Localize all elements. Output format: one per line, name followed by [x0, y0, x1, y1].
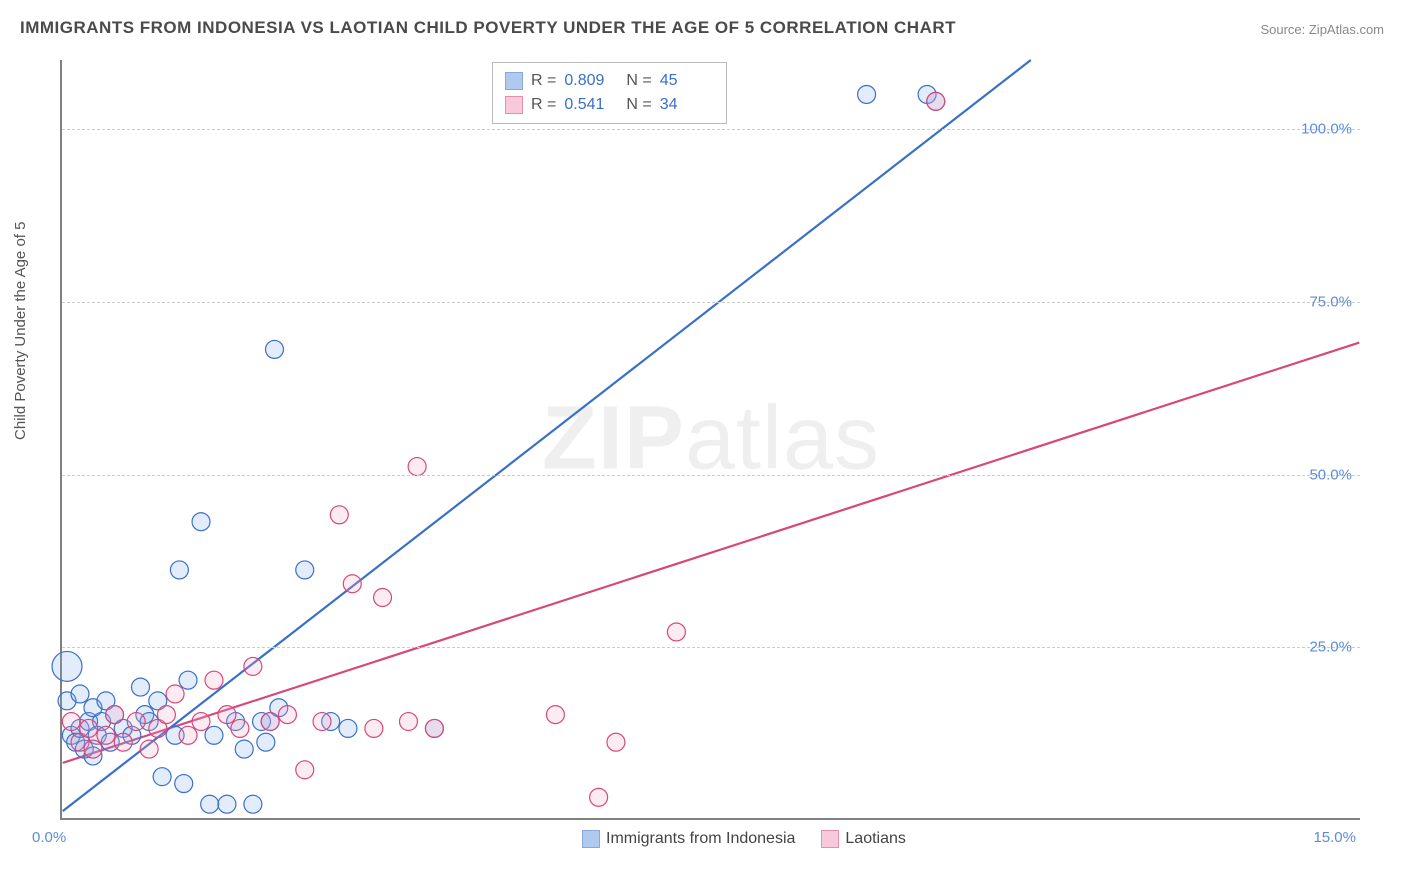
- point-indonesia: [205, 726, 223, 744]
- y-tick-label: 50.0%: [1309, 466, 1352, 483]
- point-indonesia: [266, 340, 284, 358]
- swatch-laotians-icon: [505, 96, 523, 114]
- r-value-2: 0.541: [564, 93, 618, 117]
- point-indonesia: [296, 561, 314, 579]
- point-indonesia: [179, 671, 197, 689]
- n-value-2: 34: [660, 93, 714, 117]
- point-laotians: [590, 788, 608, 806]
- legend-bottom: Immigrants from Indonesia Laotians: [582, 830, 906, 848]
- point-laotians: [278, 706, 296, 724]
- point-indonesia: [153, 768, 171, 786]
- point-laotians: [667, 623, 685, 641]
- legend-item-laotians: Laotians: [821, 830, 906, 848]
- legend-item-indonesia: Immigrants from Indonesia: [582, 830, 795, 848]
- point-laotians: [218, 706, 236, 724]
- point-indonesia: [218, 795, 236, 813]
- point-laotians: [157, 706, 175, 724]
- point-laotians: [205, 671, 223, 689]
- x-tick-max: 15.0%: [1313, 829, 1356, 846]
- correlation-box: R = 0.809 N = 45 R = 0.541 N = 34: [492, 62, 727, 124]
- point-laotians: [343, 575, 361, 593]
- swatch-indonesia-icon: [505, 72, 523, 90]
- n-label-2: N =: [626, 93, 651, 117]
- point-laotians: [607, 733, 625, 751]
- point-indonesia: [858, 85, 876, 103]
- point-laotians: [231, 719, 249, 737]
- point-laotians: [179, 726, 197, 744]
- point-laotians: [97, 726, 115, 744]
- legend-label-indonesia: Immigrants from Indonesia: [606, 830, 795, 848]
- point-laotians: [365, 719, 383, 737]
- point-laotians: [192, 713, 210, 731]
- gridline: [62, 475, 1360, 476]
- x-tick-min: 0.0%: [32, 829, 66, 846]
- chart-container: IMMIGRANTS FROM INDONESIA VS LAOTIAN CHI…: [0, 0, 1406, 892]
- gridline: [62, 302, 1360, 303]
- point-laotians: [80, 719, 98, 737]
- point-laotians: [140, 740, 158, 758]
- point-indonesia: [52, 651, 82, 681]
- svg-layer: [62, 60, 1360, 818]
- y-tick-label: 25.0%: [1309, 639, 1352, 656]
- point-laotians: [546, 706, 564, 724]
- r-value-1: 0.809: [564, 69, 618, 93]
- legend-label-laotians: Laotians: [845, 830, 906, 848]
- point-laotians: [374, 589, 392, 607]
- legend-swatch-laotians-icon: [821, 830, 839, 848]
- point-laotians: [106, 706, 124, 724]
- n-value-1: 45: [660, 69, 714, 93]
- source-label: Source: ZipAtlas.com: [1260, 22, 1384, 37]
- r-label-2: R =: [531, 93, 556, 117]
- point-laotians: [296, 761, 314, 779]
- point-laotians: [425, 719, 443, 737]
- correlation-row-1: R = 0.809 N = 45: [505, 69, 714, 93]
- regression-line-indonesia: [63, 60, 1031, 811]
- point-indonesia: [192, 513, 210, 531]
- point-laotians: [330, 506, 348, 524]
- point-indonesia: [201, 795, 219, 813]
- point-indonesia: [235, 740, 253, 758]
- n-label-1: N =: [626, 69, 651, 93]
- point-indonesia: [339, 719, 357, 737]
- point-laotians: [84, 740, 102, 758]
- y-tick-label: 100.0%: [1301, 121, 1352, 138]
- y-tick-label: 75.0%: [1309, 293, 1352, 310]
- legend-swatch-indonesia-icon: [582, 830, 600, 848]
- regression-line-laotians: [63, 343, 1360, 763]
- point-indonesia: [71, 685, 89, 703]
- point-laotians: [927, 92, 945, 110]
- chart-title: IMMIGRANTS FROM INDONESIA VS LAOTIAN CHI…: [20, 18, 956, 38]
- point-laotians: [166, 685, 184, 703]
- point-indonesia: [244, 795, 262, 813]
- plot-area: ZIPatlas R = 0.809 N = 45 R = 0.541 N = …: [60, 60, 1360, 820]
- point-laotians: [261, 713, 279, 731]
- correlation-row-2: R = 0.541 N = 34: [505, 93, 714, 117]
- point-laotians: [244, 657, 262, 675]
- point-laotians: [399, 713, 417, 731]
- point-laotians: [127, 713, 145, 731]
- gridline: [62, 129, 1360, 130]
- point-indonesia: [175, 775, 193, 793]
- point-indonesia: [132, 678, 150, 696]
- point-laotians: [313, 713, 331, 731]
- point-indonesia: [257, 733, 275, 751]
- r-label-1: R =: [531, 69, 556, 93]
- point-laotians: [408, 458, 426, 476]
- point-laotians: [62, 713, 80, 731]
- point-laotians: [114, 733, 132, 751]
- point-indonesia: [170, 561, 188, 579]
- gridline: [62, 647, 1360, 648]
- y-axis-label: Child Poverty Under the Age of 5: [12, 222, 29, 440]
